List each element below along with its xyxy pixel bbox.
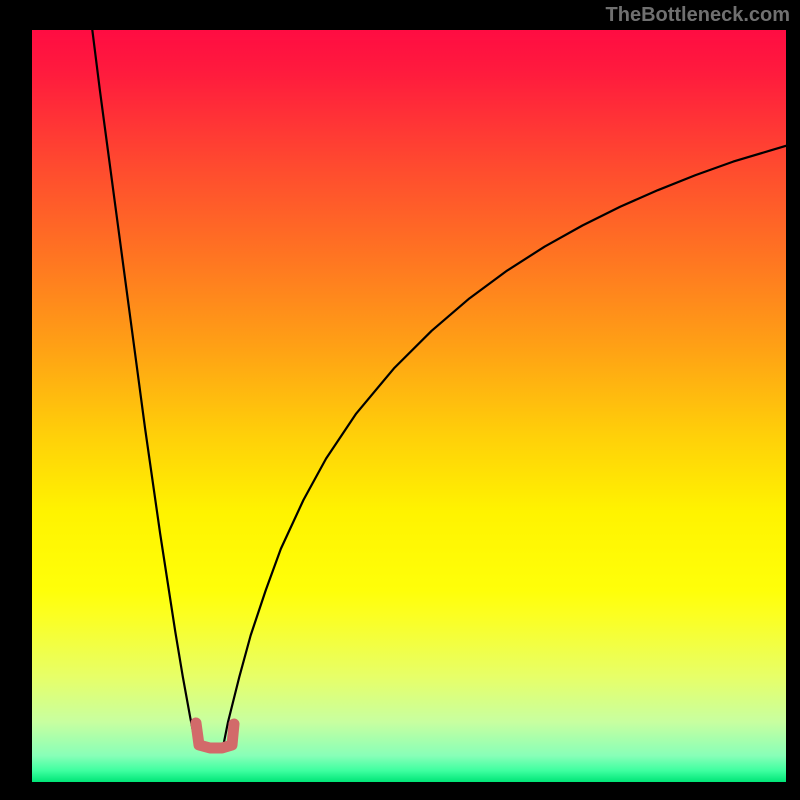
watermark-text: TheBottleneck.com [606, 4, 790, 27]
figure-root: TheBottleneck.com [0, 0, 800, 800]
chart-svg [0, 0, 800, 800]
